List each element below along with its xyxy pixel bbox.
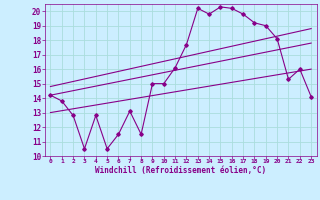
X-axis label: Windchill (Refroidissement éolien,°C): Windchill (Refroidissement éolien,°C) [95,166,266,175]
